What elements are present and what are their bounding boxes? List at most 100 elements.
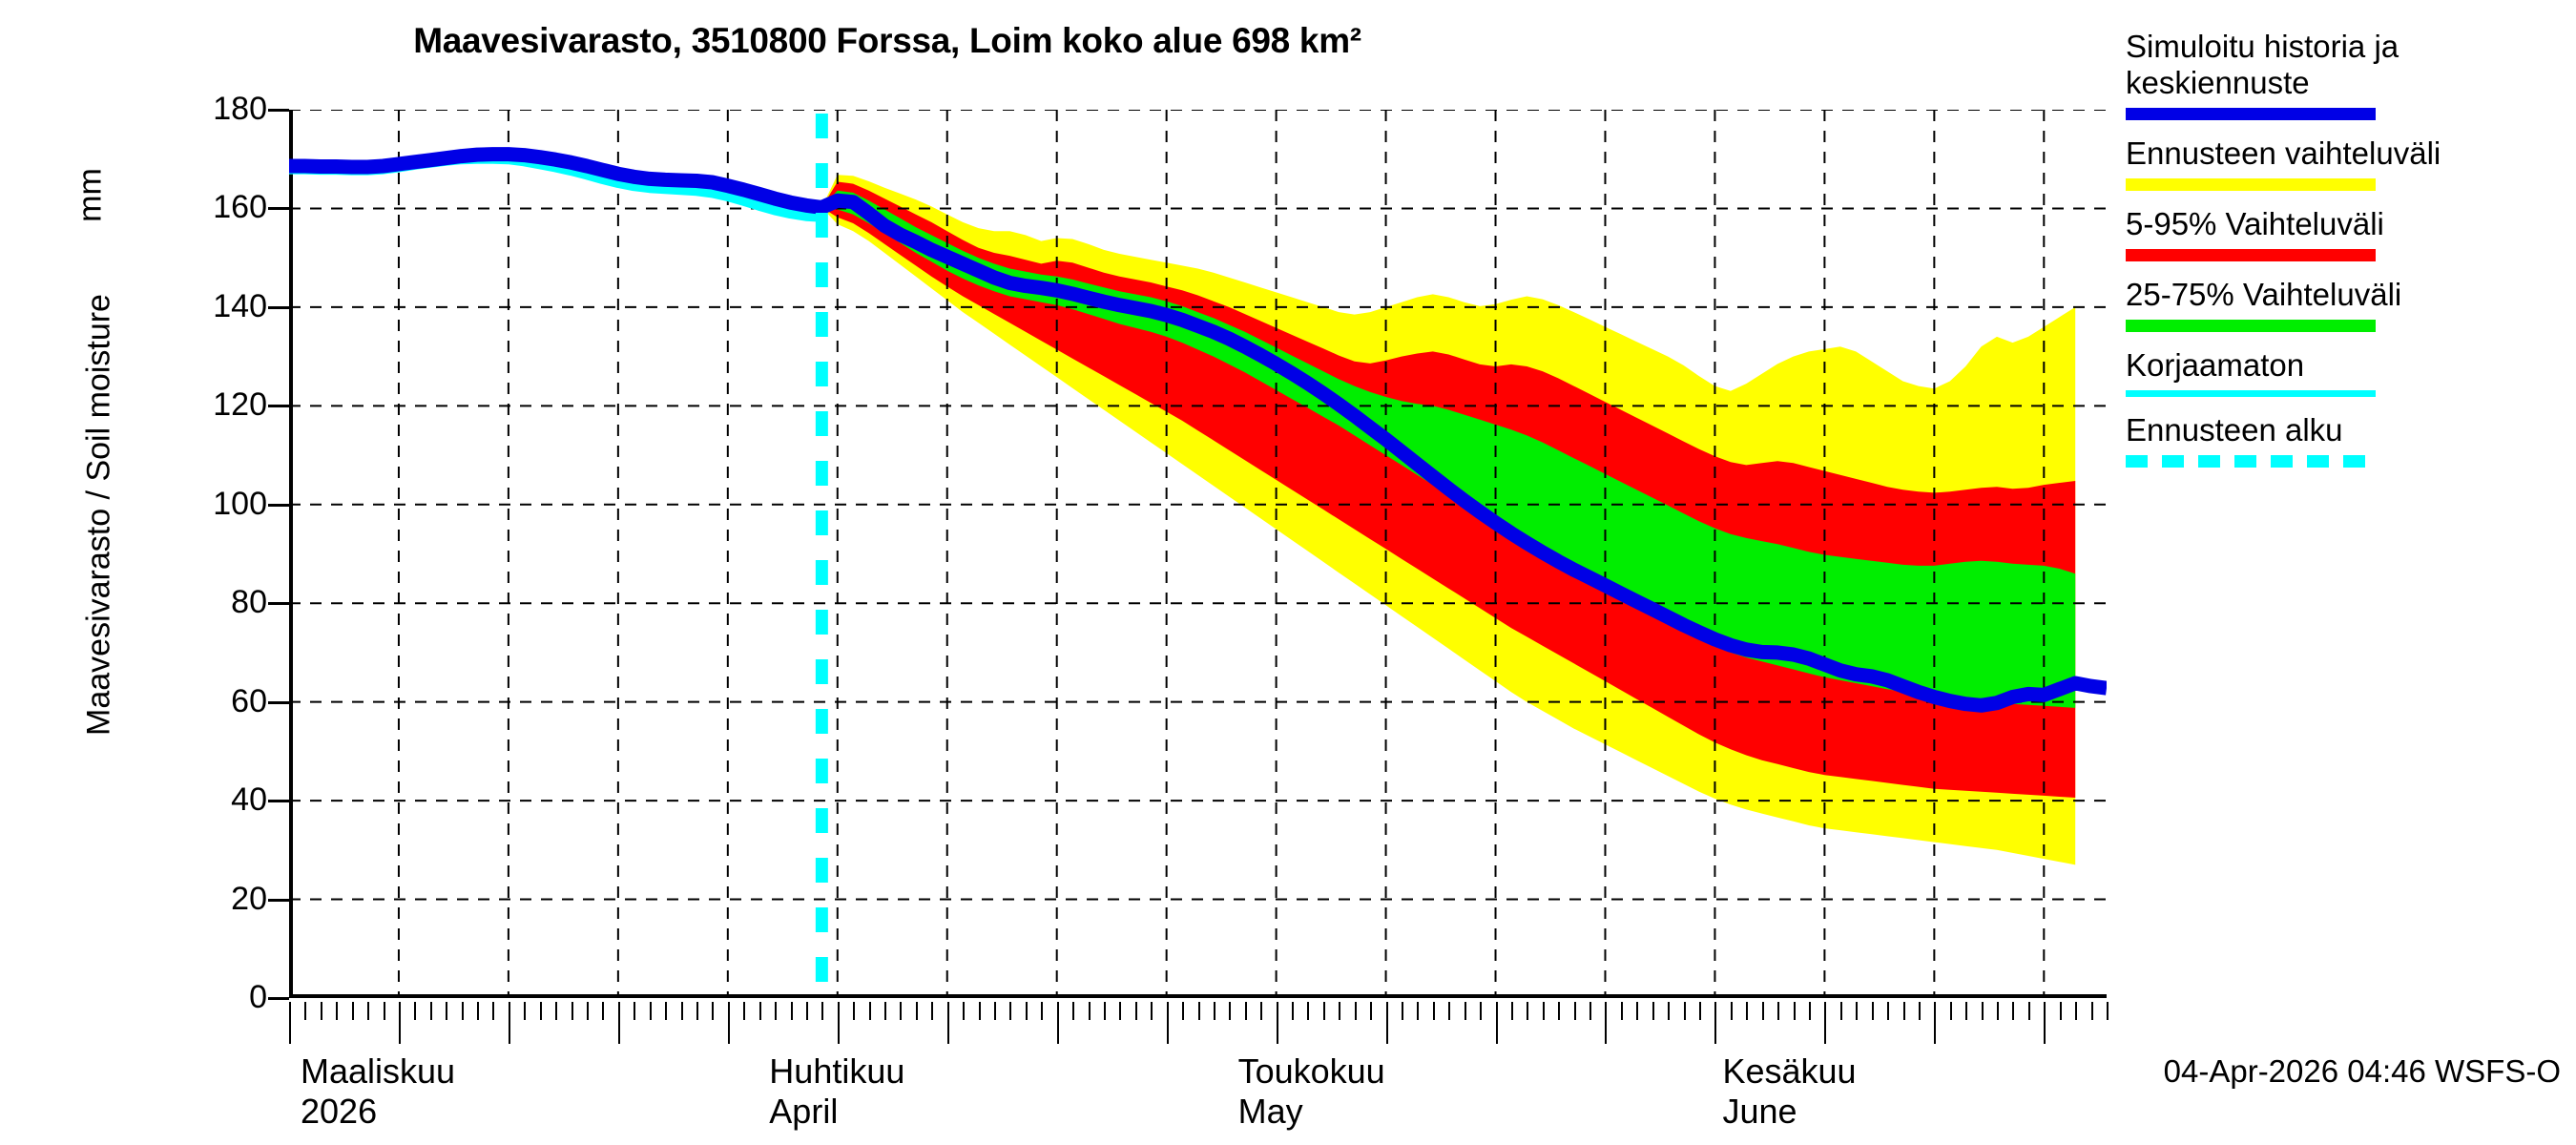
x-tick-minor [1432, 1002, 1435, 1020]
x-tick-minor [1949, 1002, 1952, 1020]
x-tick-minor [1746, 1002, 1749, 1020]
x-tick-minor [1182, 1002, 1185, 1020]
x-tick-major [1495, 1002, 1498, 1044]
x-tick-minor [1510, 1002, 1513, 1020]
x-tick-minor [963, 1002, 966, 1020]
gridlines [289, 110, 2107, 998]
x-tick-minor [571, 1002, 573, 1020]
y-tick-mark [268, 405, 289, 408]
x-tick-minor [492, 1002, 495, 1020]
x-tick-minor [1151, 1002, 1153, 1020]
x-tick-minor [1808, 1002, 1811, 1020]
legend-item[interactable]: 25-75% Vaihteluväli [2126, 277, 2574, 332]
x-tick-minor [1558, 1002, 1561, 1020]
x-tick-minor [446, 1002, 448, 1020]
x-tick-minor [758, 1002, 761, 1020]
x-tick-minor [994, 1002, 996, 1020]
x-tick-major [837, 1002, 840, 1044]
x-tick-major [2044, 1002, 2046, 1044]
y-tick-label: 160 [213, 189, 267, 226]
legend-label: 5-95% Vaihteluväli [2126, 206, 2384, 241]
x-axis-month-label: Toukokuu May [1238, 1051, 1385, 1132]
x-tick-minor [1777, 1002, 1780, 1020]
y-tick-mark [268, 109, 289, 112]
x-tick-minor [680, 1002, 683, 1020]
x-tick-minor [1197, 1002, 1200, 1020]
x-tick-major [1605, 1002, 1608, 1044]
x-tick-minor [2027, 1002, 2030, 1020]
x-tick-minor [853, 1002, 856, 1020]
legend-item[interactable]: 5-95% Vaihteluväli [2126, 206, 2574, 261]
x-tick-minor [1244, 1002, 1247, 1020]
chart-title: Maavesivarasto, 3510800 Forssa, Loim kok… [413, 21, 1361, 60]
x-tick-major [508, 1002, 510, 1044]
x-tick-minor [1072, 1002, 1075, 1020]
x-tick-minor [1965, 1002, 1968, 1020]
x-tick-minor [1041, 1002, 1044, 1020]
month-label-fi: Toukokuu [1237, 1051, 1385, 1091]
month-label-en: April [769, 1092, 839, 1131]
legend-label: 25-75% Vaihteluväli [2126, 277, 2402, 312]
x-tick-major [1056, 1002, 1059, 1044]
y-tick-label: 100 [213, 485, 267, 522]
legend-item[interactable]: Simuloitu historia ja keskiennuste [2126, 29, 2574, 120]
x-tick-minor [1636, 1002, 1639, 1020]
x-tick-minor [1480, 1002, 1483, 1020]
y-tick-label: 20 [231, 880, 267, 917]
x-tick-major [1714, 1002, 1717, 1044]
x-tick-minor [775, 1002, 778, 1020]
legend-item[interactable]: Ennusteen vaihteluväli [2126, 135, 2574, 191]
x-tick-minor [805, 1002, 808, 1020]
x-tick-minor [1793, 1002, 1796, 1020]
x-tick-minor [1902, 1002, 1905, 1020]
x-tick-minor [1260, 1002, 1263, 1020]
y-tick-label: 120 [213, 386, 267, 424]
x-tick-minor [1088, 1002, 1091, 1020]
x-tick-minor [1761, 1002, 1764, 1020]
x-axis-month-label: Maaliskuu 2026 [301, 1051, 455, 1132]
legend-swatch [2126, 455, 2376, 468]
y-tick-mark [268, 700, 289, 704]
y-axis-label: Maavesivarasto / Soil moisture [80, 294, 117, 736]
y-axis-unit: mm [72, 168, 109, 222]
x-tick-minor [931, 1002, 934, 1020]
legend-label: Ennusteen vaihteluväli [2126, 135, 2441, 171]
x-tick-minor [414, 1002, 417, 1020]
x-tick-minor [304, 1002, 307, 1020]
x-tick-minor [524, 1002, 527, 1020]
x-tick-minor [1699, 1002, 1702, 1020]
y-tick-mark [268, 898, 289, 902]
legend-swatch [2126, 178, 2376, 191]
x-tick-minor [1589, 1002, 1592, 1020]
x-tick-minor [790, 1002, 793, 1020]
legend-item[interactable]: Ennusteen alku [2126, 412, 2574, 468]
month-label-en: June [1722, 1092, 1797, 1131]
x-tick-minor [1527, 1002, 1529, 1020]
x-tick-minor [1401, 1002, 1403, 1020]
x-axis-month-label: Huhtikuu April [769, 1051, 904, 1132]
legend-item[interactable]: Korjaamaton [2126, 347, 2574, 397]
x-tick-major [1934, 1002, 1937, 1044]
x-tick-minor [2059, 1002, 2062, 1020]
y-tick-label: 0 [249, 979, 267, 1015]
y-tick-label: 60 [231, 682, 267, 719]
x-tick-minor [900, 1002, 903, 1020]
x-tick-minor [712, 1002, 715, 1020]
y-tick-mark [268, 800, 289, 803]
x-tick-major [1276, 1002, 1278, 1044]
x-tick-minor [1856, 1002, 1859, 1020]
y-tick-mark [268, 997, 289, 1000]
month-label-en: 2026 [301, 1092, 378, 1131]
x-tick-minor [1918, 1002, 1921, 1020]
x-tick-major [946, 1002, 949, 1044]
x-tick-minor [1339, 1002, 1341, 1020]
x-tick-minor [351, 1002, 354, 1020]
x-tick-major [617, 1002, 620, 1044]
x-tick-major [1385, 1002, 1388, 1044]
y-tick-mark [268, 305, 289, 309]
x-tick-minor [1213, 1002, 1215, 1020]
x-tick-minor [477, 1002, 480, 1020]
footer-timestamp: 04-Apr-2026 04:46 WSFS-O [2163, 1053, 2561, 1089]
x-tick-major [1824, 1002, 1827, 1044]
